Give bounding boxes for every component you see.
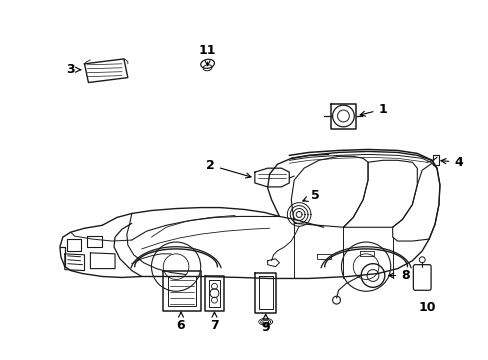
Text: 1: 1: [359, 103, 386, 116]
Text: 8: 8: [388, 269, 409, 282]
Text: 5: 5: [302, 189, 319, 202]
Text: 4: 4: [440, 156, 462, 169]
Text: 7: 7: [210, 312, 219, 332]
Text: 2: 2: [206, 159, 250, 178]
Text: 6: 6: [176, 312, 185, 332]
Text: 3: 3: [66, 63, 81, 76]
Text: 9: 9: [261, 314, 269, 334]
Text: 10: 10: [418, 301, 435, 315]
Text: 11: 11: [199, 44, 216, 66]
